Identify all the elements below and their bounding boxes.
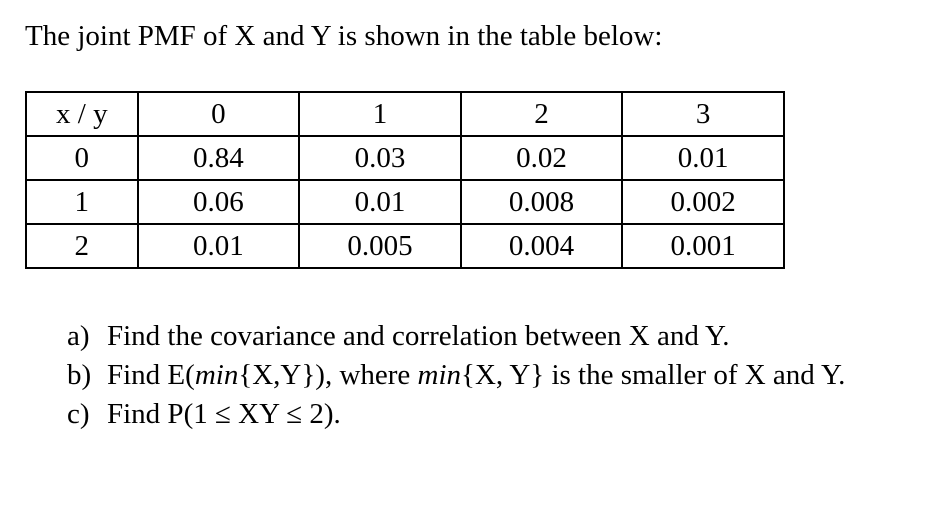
text-run: {X, Y} is the smaller of X and Y. <box>461 359 845 391</box>
pmf-cell: 0.01 <box>622 136 784 180</box>
question-text: Find the covariance and correlation betw… <box>107 317 925 356</box>
question-text: Find P(1 ≤ XY ≤ 2). <box>107 395 925 434</box>
text-run: Find E( <box>107 359 195 391</box>
y-header: 0 <box>138 92 300 136</box>
text-run: {X,Y}), where <box>238 359 417 391</box>
question-a: a) Find the covariance and correlation b… <box>67 317 925 356</box>
table-row: 2 0.01 0.005 0.004 0.001 <box>26 224 784 268</box>
pmf-cell: 0.84 <box>138 136 300 180</box>
corner-cell: x / y <box>26 92 138 136</box>
pmf-cell: 0.06 <box>138 180 300 224</box>
y-header: 1 <box>299 92 461 136</box>
question-label: c) <box>67 395 107 434</box>
pmf-cell: 0.005 <box>299 224 461 268</box>
x-header: 1 <box>26 180 138 224</box>
y-header: 2 <box>461 92 623 136</box>
table-row: 1 0.06 0.01 0.008 0.002 <box>26 180 784 224</box>
question-b: b) Find E(min{X,Y}), where min{X, Y} is … <box>67 356 925 395</box>
italic-text: min <box>195 359 239 391</box>
table-header-row: x / y 0 1 2 3 <box>26 92 784 136</box>
x-header: 2 <box>26 224 138 268</box>
question-text: Find E(min{X,Y}), where min{X, Y} is the… <box>107 356 925 395</box>
pmf-cell: 0.02 <box>461 136 623 180</box>
question-label: b) <box>67 356 107 395</box>
pmf-cell: 0.01 <box>299 180 461 224</box>
table-row: 0 0.84 0.03 0.02 0.01 <box>26 136 784 180</box>
pmf-cell: 0.002 <box>622 180 784 224</box>
pmf-cell: 0.004 <box>461 224 623 268</box>
pmf-table: x / y 0 1 2 3 0 0.84 0.03 0.02 0.01 1 0.… <box>25 91 785 269</box>
problem-statement: The joint PMF of X and Y is shown in the… <box>25 20 925 53</box>
y-header: 3 <box>622 92 784 136</box>
italic-text: min <box>418 359 462 391</box>
question-c: c) Find P(1 ≤ XY ≤ 2). <box>67 395 925 434</box>
pmf-cell: 0.03 <box>299 136 461 180</box>
question-label: a) <box>67 317 107 356</box>
x-header: 0 <box>26 136 138 180</box>
questions-list: a) Find the covariance and correlation b… <box>25 317 925 434</box>
pmf-cell: 0.01 <box>138 224 300 268</box>
pmf-cell: 0.008 <box>461 180 623 224</box>
pmf-cell: 0.001 <box>622 224 784 268</box>
